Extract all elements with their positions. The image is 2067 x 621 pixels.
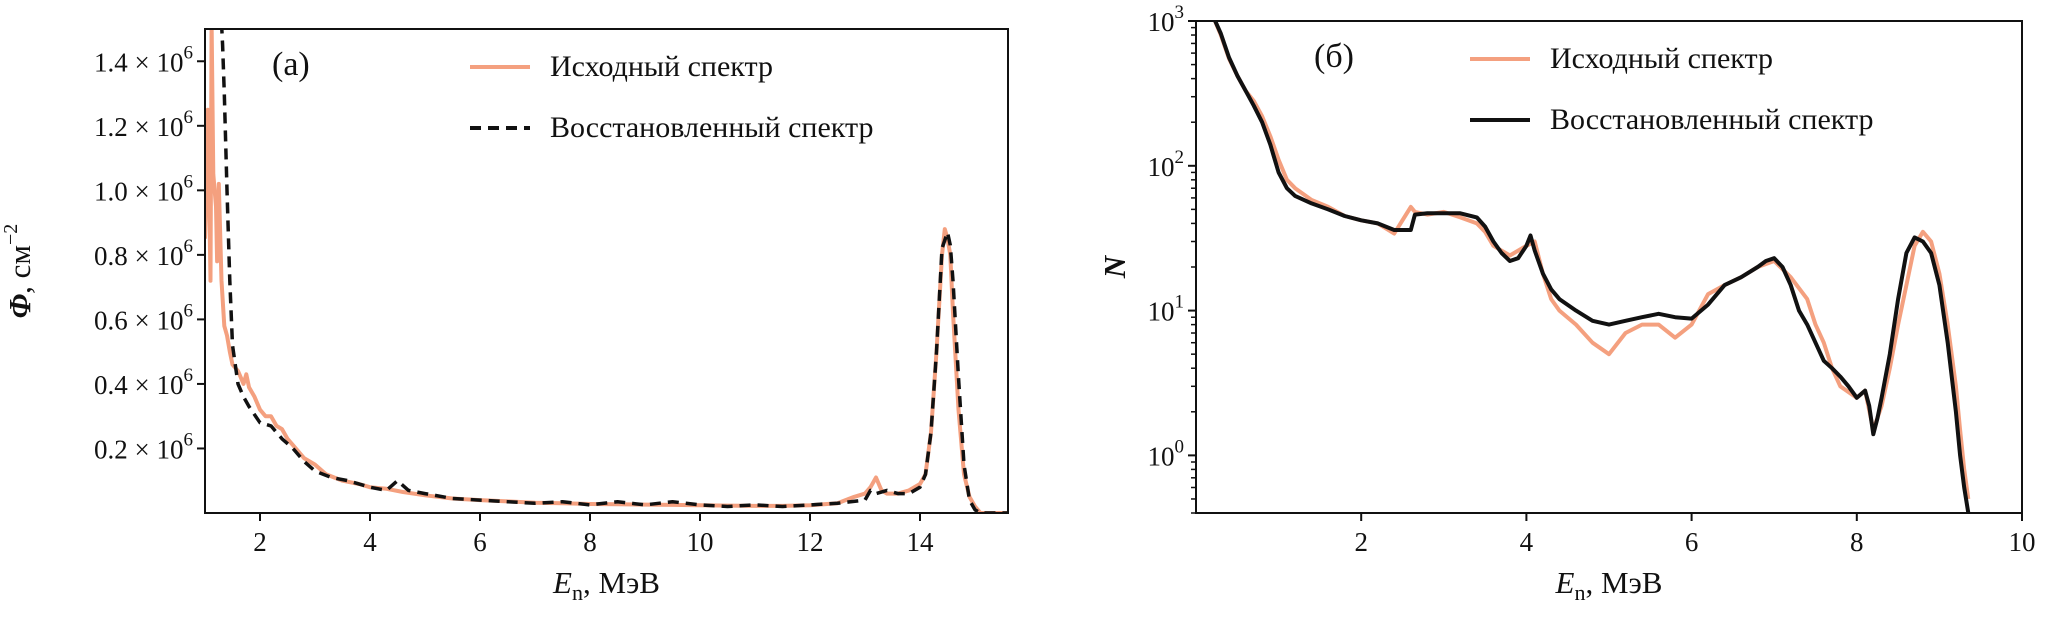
series-reconstructed-spectrum-line	[1212, 21, 1971, 513]
x-axis-label: En, МэВ	[552, 565, 660, 605]
series-original-spectrum-line	[1212, 21, 1971, 500]
series-group	[1212, 21, 1971, 513]
y-tick-label: 101	[1148, 292, 1185, 327]
x-tick-label: 14	[907, 527, 935, 557]
legend-reconstructed-label: Восстановленный спектр	[1550, 103, 1873, 136]
panel-label: (а)	[272, 46, 310, 83]
x-tick-label: 6	[1685, 527, 1699, 557]
legend-reconstructed-label: Восстановленный спектр	[550, 111, 873, 144]
x-tick-label: 2	[1354, 527, 1368, 557]
legend-original-label: Исходный спектр	[1550, 42, 1773, 75]
y-tick-label: 103	[1148, 2, 1185, 37]
x-tick-label: 2	[253, 527, 267, 557]
x-tick-label: 8	[583, 527, 597, 557]
series-group	[205, 29, 1008, 513]
panel-label: (б)	[1314, 38, 1354, 75]
y-axis-label: Φ, см−2	[0, 224, 37, 319]
y-tick-label: 100	[1148, 436, 1185, 471]
y-axis-label: N	[1097, 254, 1132, 279]
series-reconstructed-spectrum-line	[220, 29, 1008, 513]
y-tick-label: 0.4 × 106	[94, 365, 193, 400]
panel-b: 2 4 6 8 10 100 101 102 103 En, МэВ N (б) Исходный сп…	[1097, 2, 2036, 605]
x-axis-label: En, МэВ	[1555, 565, 1663, 605]
series-original-spectrum-line	[205, 29, 1008, 513]
x-tick-label: 10	[2009, 527, 2036, 557]
legend-original-label: Исходный спектр	[550, 50, 773, 83]
x-tick-label: 6	[473, 527, 487, 557]
x-tick-label: 8	[1850, 527, 1864, 557]
y-tick-label: 1.0 × 106	[94, 171, 193, 206]
plot-frame	[1195, 20, 2023, 514]
panel-a: 2 4 6 8 10 12 14 0.2 × 106 0.4 × 106 0.6 × 106 0.8…	[0, 28, 1009, 605]
y-tick-label: 0.6 × 106	[94, 300, 193, 335]
y-tick-label: 0.8 × 106	[94, 236, 193, 271]
y-tick-label: 0.2 × 106	[94, 429, 193, 464]
y-tick-label: 1.4 × 106	[94, 42, 193, 77]
x-tick-label: 4	[363, 527, 377, 557]
plot-frame	[204, 28, 1009, 514]
y-tick-label: 102	[1148, 147, 1185, 182]
x-tick-label: 4	[1520, 527, 1534, 557]
x-tick-label: 12	[797, 527, 824, 557]
x-tick-label: 10	[687, 527, 714, 557]
y-tick-label: 1.2 × 106	[94, 107, 193, 142]
